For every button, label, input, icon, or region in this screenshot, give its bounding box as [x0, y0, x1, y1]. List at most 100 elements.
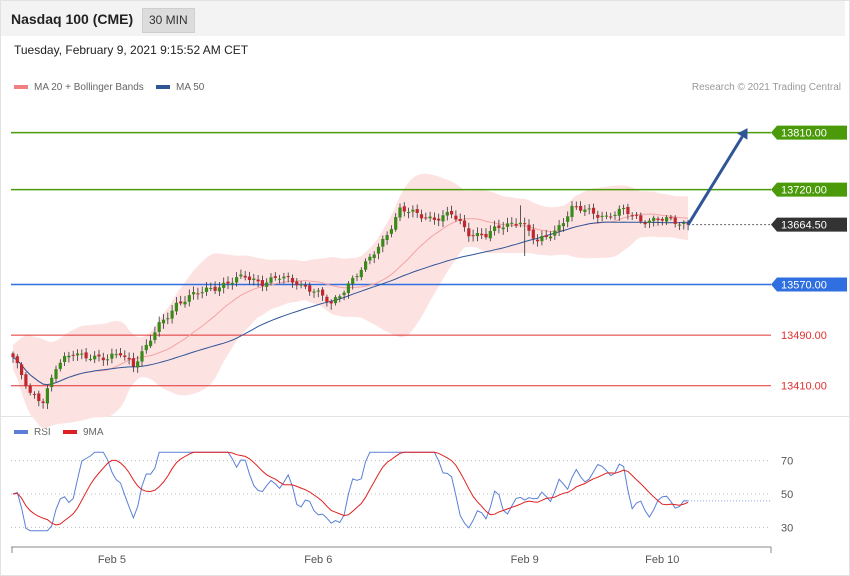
candle-body: [428, 216, 432, 219]
candle: [604, 211, 608, 220]
level-support-4: 13490.00: [11, 330, 827, 342]
candle-body: [179, 301, 183, 304]
candle-body: [484, 233, 488, 238]
legend-ma50-label: MA 50: [176, 82, 205, 93]
candle-body: [243, 275, 247, 278]
candle: [665, 215, 669, 226]
candle-body: [471, 235, 475, 237]
candle: [192, 286, 196, 300]
time-axis-label: Feb 5: [98, 554, 126, 566]
candle-body: [114, 354, 118, 356]
candle-body: [381, 238, 385, 247]
candle-body: [591, 207, 596, 214]
candle-body: [265, 282, 269, 287]
level-tag: [771, 277, 847, 292]
candle-body: [308, 285, 312, 292]
legend-swatch-icon: [14, 85, 28, 90]
candle: [437, 213, 441, 227]
candle: [622, 204, 626, 215]
candle: [32, 391, 37, 399]
candle-body: [101, 357, 105, 361]
rsi-9ma-line: [12, 451, 689, 526]
rsi-level-label: 50: [781, 489, 793, 501]
time-axis-label: Feb 9: [511, 554, 539, 566]
candle-body: [424, 217, 428, 219]
candle-body: [286, 276, 290, 278]
candle-body: [67, 355, 71, 358]
candle-body: [372, 254, 376, 259]
candle: [364, 258, 368, 272]
candle: [166, 312, 170, 325]
candle: [71, 350, 75, 362]
target-arrow: [686, 128, 748, 226]
candle-body: [131, 358, 135, 367]
candle: [510, 217, 514, 228]
timeframe-badge[interactable]: 30 MIN: [142, 8, 195, 33]
time-axis-label: Feb 6: [304, 554, 332, 566]
candle-body: [80, 353, 84, 355]
candle-body: [239, 274, 243, 277]
candle: [321, 287, 325, 302]
candle: [174, 297, 178, 316]
candle-body: [84, 352, 88, 359]
candle-body: [652, 217, 656, 221]
candle-body: [338, 296, 342, 299]
candle-body: [510, 222, 514, 224]
candle: [235, 272, 239, 287]
candle-body: [144, 344, 148, 351]
candle: [634, 211, 639, 219]
candle: [497, 219, 501, 234]
candle: [303, 281, 307, 290]
time-axis-label: Feb 10: [645, 554, 679, 566]
candle-body: [50, 377, 54, 388]
candle-body: [157, 322, 161, 332]
rsi-level-30: 30: [11, 522, 793, 534]
candle-body: [161, 319, 166, 324]
instrument-title: Nasdaq 100 (CME): [11, 11, 134, 27]
candle-body: [669, 217, 673, 219]
candle: [432, 212, 436, 225]
candle-body: [192, 292, 196, 295]
legend-rsi-label: RSI: [34, 427, 51, 438]
legend-ma20-label: MA 20 + Bollinger Bands: [34, 82, 144, 93]
candle: [183, 296, 187, 308]
level-resistance-0: 13810.00: [11, 125, 847, 140]
candle: [127, 352, 131, 365]
candle-body: [639, 215, 643, 222]
candle-body: [200, 292, 204, 294]
candle: [20, 362, 24, 380]
candle: [630, 212, 634, 221]
candle-body: [282, 276, 286, 279]
candle-body: [398, 207, 402, 218]
candle-body: [527, 224, 531, 231]
candle-body: [333, 297, 338, 304]
candle-body: [523, 223, 527, 225]
candle: [617, 205, 621, 221]
candle-body: [58, 362, 62, 369]
candle-body: [677, 224, 682, 226]
candle-body: [553, 230, 557, 236]
candle: [669, 214, 673, 221]
candle-body: [505, 223, 510, 227]
candle: [484, 228, 488, 240]
candle: [63, 352, 67, 366]
candle: [415, 204, 419, 218]
candle-body: [557, 225, 561, 231]
candle: [106, 354, 110, 366]
candle: [458, 213, 462, 225]
candle-body: [97, 354, 101, 357]
candle-body: [368, 256, 372, 261]
candle-body: [41, 401, 45, 403]
candle: [579, 201, 583, 214]
candle-body: [11, 353, 15, 358]
candle-body: [531, 229, 535, 239]
candle: [140, 345, 144, 367]
candle-body: [458, 218, 462, 221]
legend-rsi: RSI: [14, 427, 51, 438]
level-resistance-1: 13720.00: [11, 182, 847, 197]
candle: [376, 243, 381, 260]
candle-body: [536, 239, 540, 242]
candle: [243, 270, 247, 281]
candle-body: [514, 223, 518, 226]
